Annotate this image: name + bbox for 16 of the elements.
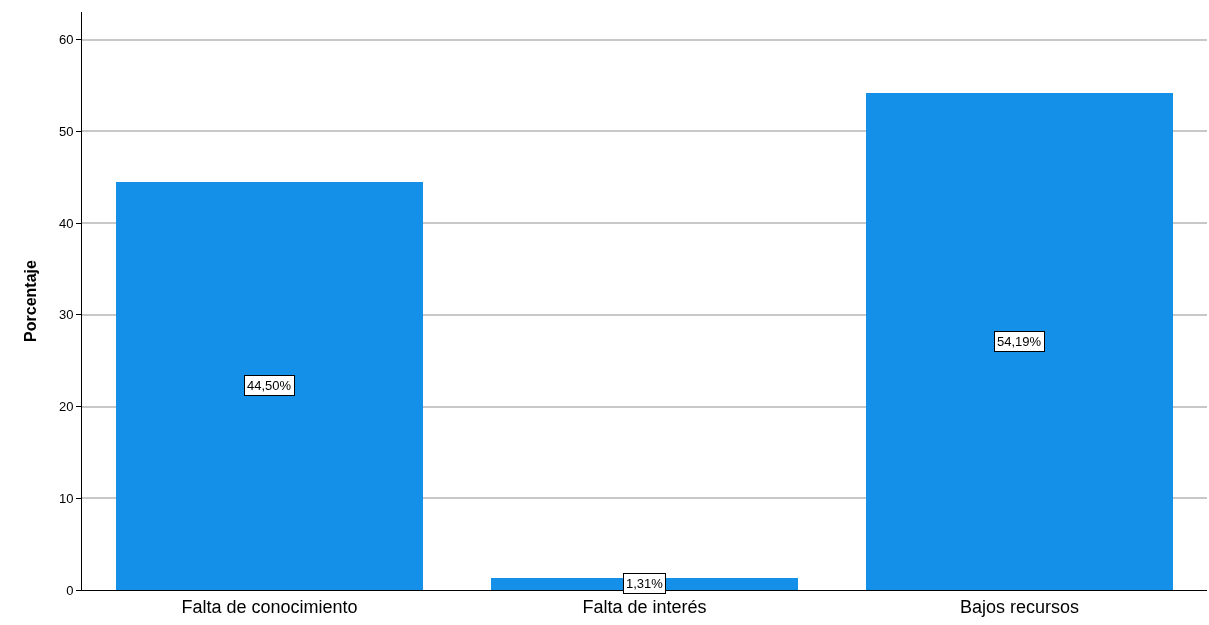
y-tick-label: 50 (58, 123, 74, 139)
y-tick-label: 10 (58, 490, 74, 506)
x-tick-label: Bajos recursos (959, 596, 1080, 617)
data-label: 44,50% (247, 378, 292, 393)
y-tick-label: 0 (66, 582, 74, 598)
data-label: 1,31% (626, 576, 664, 591)
data-label: 54,19% (997, 334, 1042, 349)
x-tick-label: Falta de conocimiento (181, 596, 358, 617)
y-axis-title: Porcentaje (21, 259, 39, 342)
x-tick-label: Falta de interés (582, 596, 707, 617)
bar (116, 182, 423, 590)
y-tick-label: 30 (58, 307, 74, 323)
y-tick-label: 20 (58, 399, 74, 415)
y-tick-label: 60 (58, 32, 74, 48)
y-tick-label: 40 (58, 215, 74, 231)
bar (866, 93, 1173, 590)
